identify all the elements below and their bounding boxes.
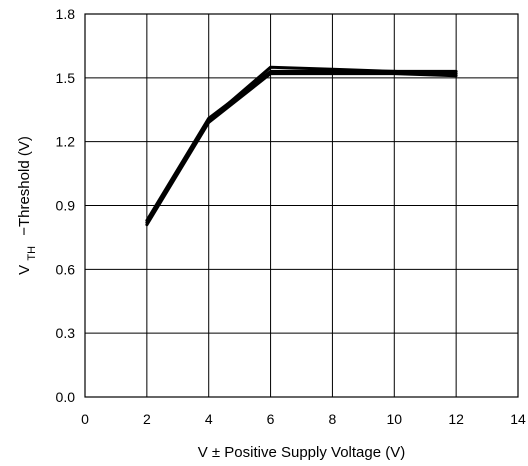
plot-frame [84,13,519,398]
x-tick-label: 4 [205,411,213,427]
x-tick-label: 8 [329,411,337,427]
x-tick-labels: 0 2 4 6 8 10 12 14 [81,411,526,427]
series-line-3 [145,72,458,227]
y-tick-label: 0.9 [56,198,76,214]
y-axis-title-rest: −Threshold (V) [16,136,33,236]
grid-lines [85,14,518,397]
y-tick-label: 1.2 [56,134,76,150]
y-axis-title-main: V [16,265,33,275]
x-tick-label: 14 [510,411,526,427]
y-tick-label: 0.3 [56,325,76,341]
series-line-2 [145,69,458,222]
y-tick-labels: 0.0 0.3 0.6 0.9 1.2 1.5 1.8 [56,6,76,405]
y-axis-title-subscript: TH [26,246,38,261]
x-tick-label: 10 [386,411,402,427]
x-tick-label: 0 [81,411,89,427]
y-tick-label: 1.8 [56,6,76,22]
series-layer [145,65,458,227]
x-tick-label: 2 [143,411,151,427]
x-axis-title: V ± Positive Supply Voltage (V) [198,444,406,461]
y-axis-title: V TH −Threshold (V) [16,136,38,275]
y-tick-label: 1.5 [56,70,76,86]
x-tick-label: 6 [267,411,275,427]
y-tick-label: 0.0 [56,389,76,405]
x-tick-label: 12 [448,411,464,427]
y-tick-label: 0.6 [56,261,76,277]
